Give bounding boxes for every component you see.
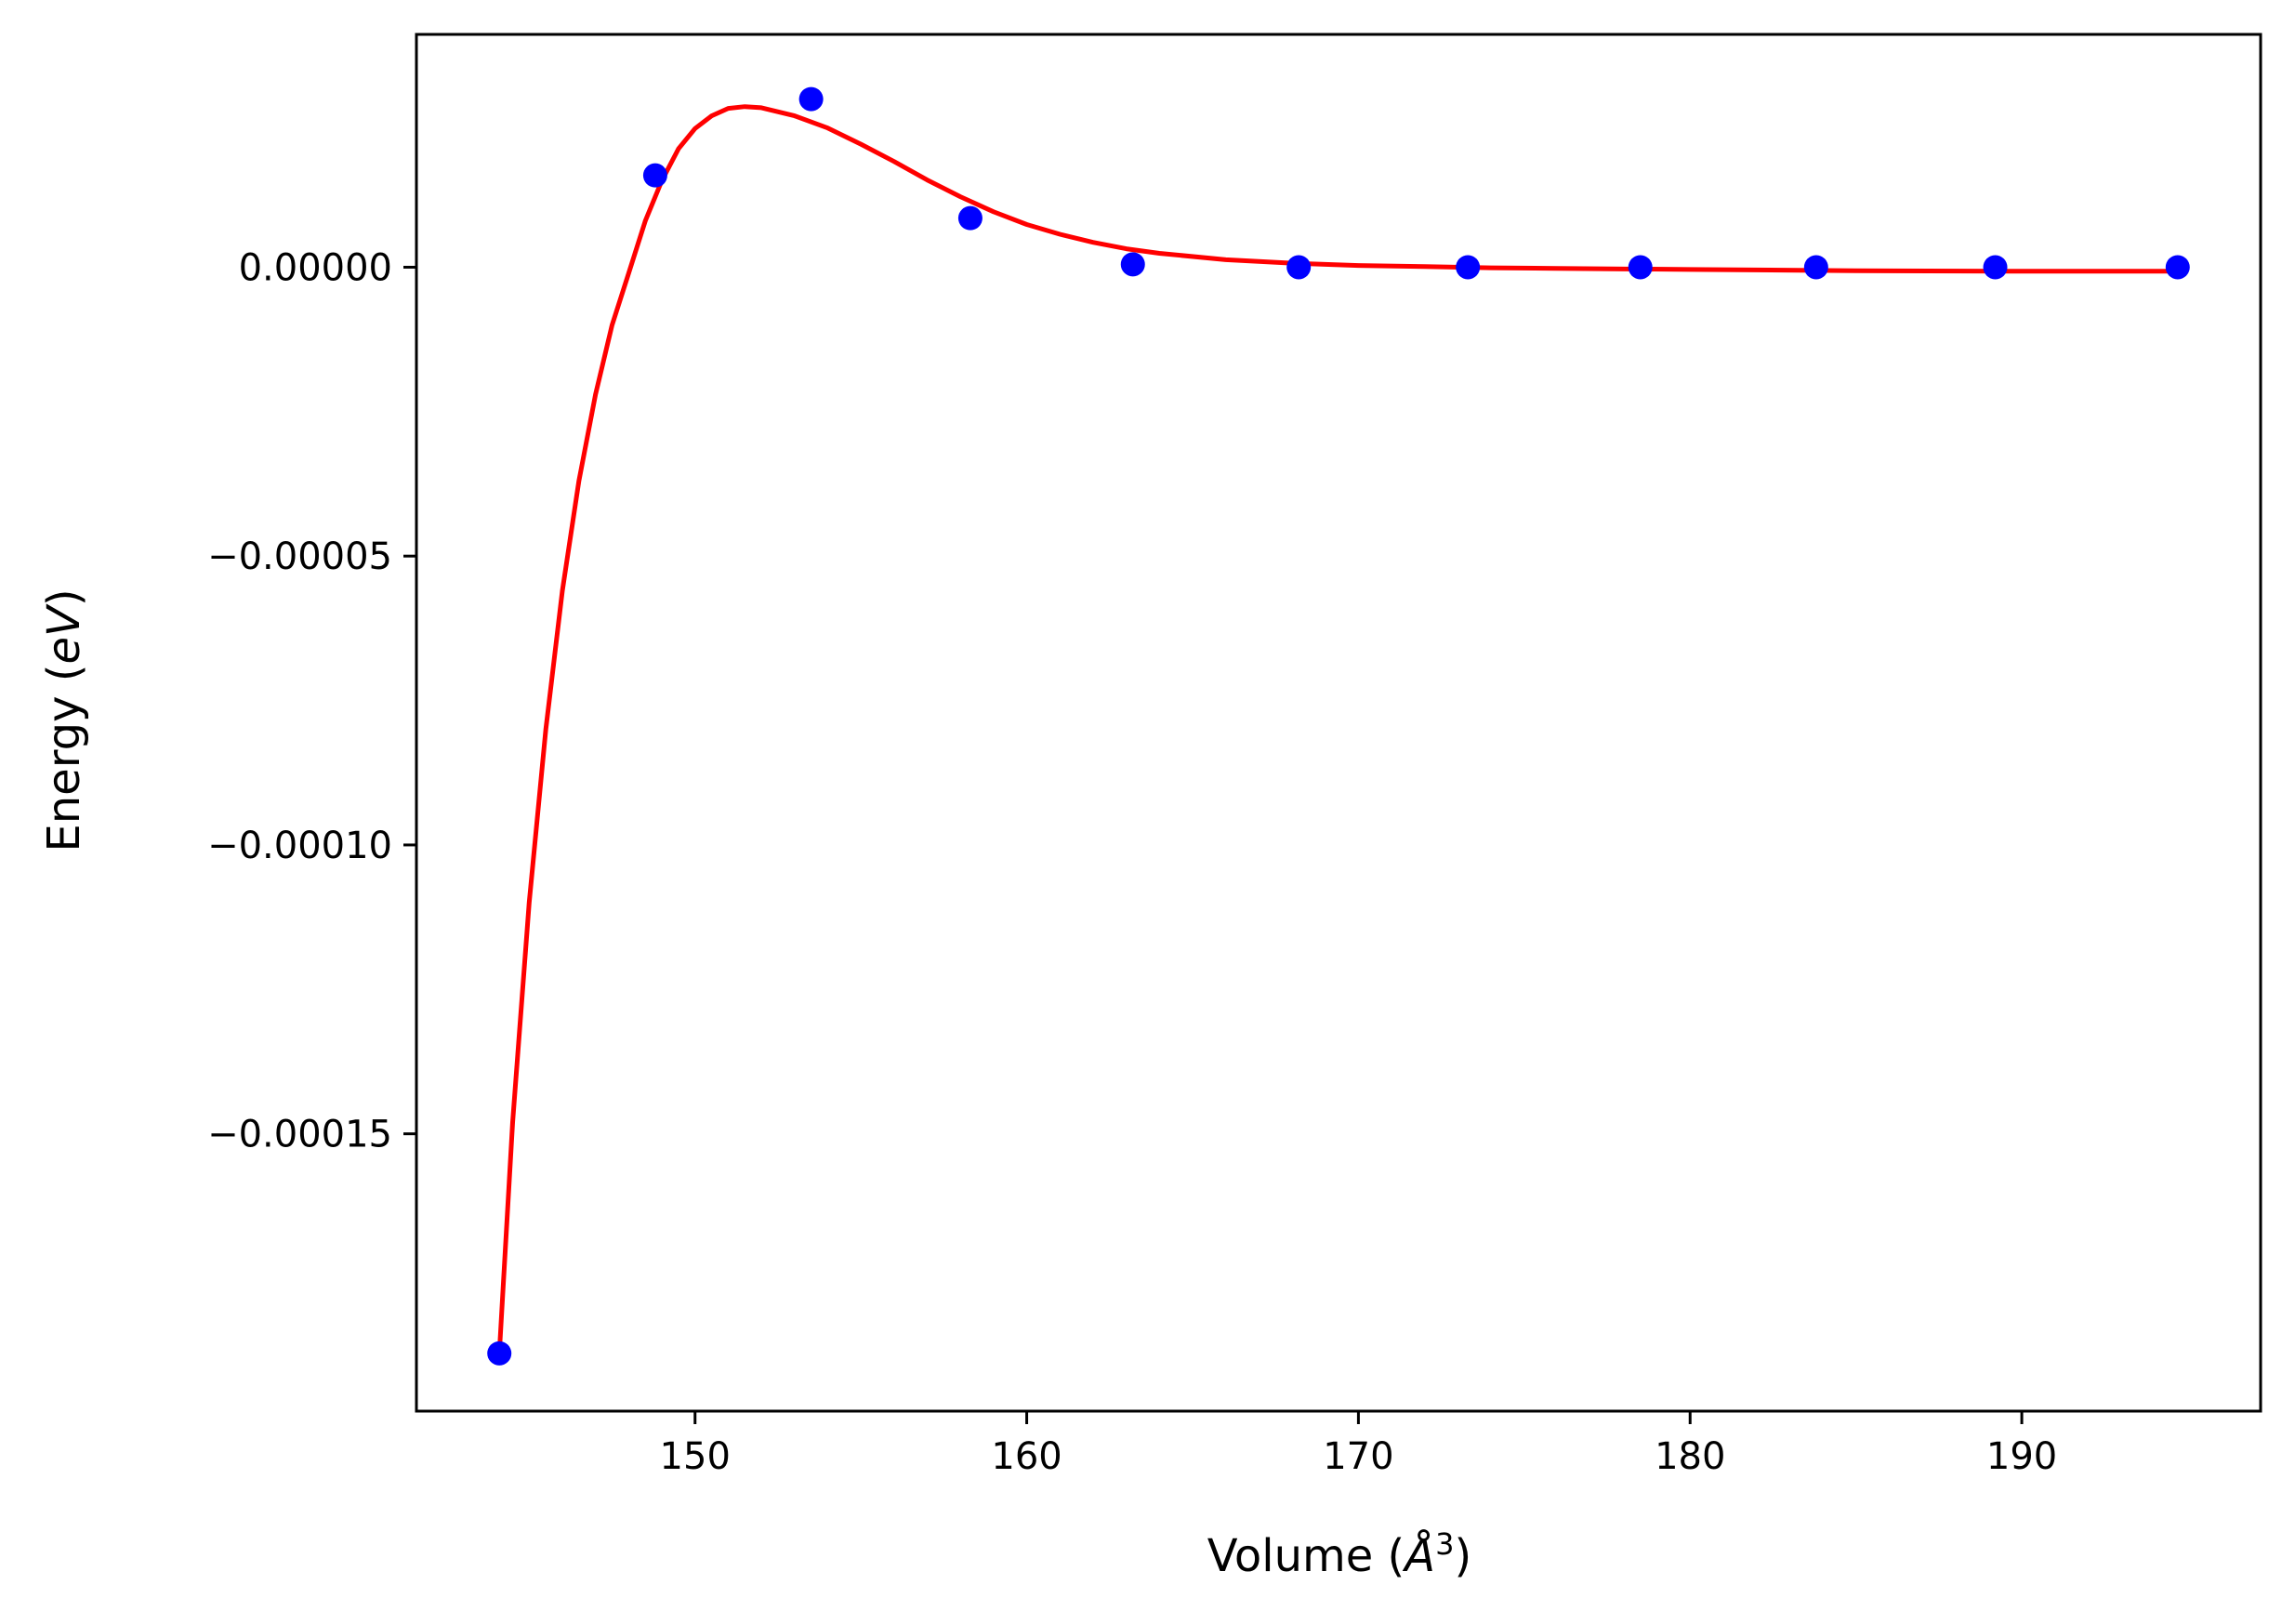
data-point [1983, 255, 2008, 280]
y-tick-label: −0.00005 [207, 535, 392, 578]
x-tick-label: 180 [1655, 1435, 1725, 1478]
y-axis-ticks: 0.00000 −0.00005 −0.00010 −0.00015 [207, 246, 416, 1156]
data-point [642, 163, 667, 188]
data-point [798, 86, 824, 112]
x-tick-label: 150 [660, 1435, 731, 1478]
y-tick-label: 0.00000 [239, 246, 392, 289]
data-point [1286, 255, 1312, 280]
y-axis-label: Energy (eV) [38, 588, 90, 852]
x-tick-label: 160 [991, 1435, 1062, 1478]
data-point [1803, 255, 1828, 280]
x-tick-label: 190 [1986, 1435, 2057, 1478]
data-point [487, 1340, 512, 1366]
data-point [957, 205, 983, 231]
x-axis-ticks: 150 160 170 180 190 [660, 1411, 2057, 1478]
data-point [1120, 252, 1145, 277]
series-layer [487, 86, 2190, 1366]
data-point [2165, 255, 2190, 280]
y-tick-label: −0.00010 [207, 825, 392, 867]
plot-frame [415, 33, 2262, 1413]
fit-curve-line [496, 104, 2178, 1354]
data-point [1456, 255, 1481, 280]
x-tick-label: 170 [1323, 1435, 1393, 1478]
data-point [1628, 255, 1653, 280]
y-tick-label: −0.00015 [207, 1114, 392, 1156]
x-axis-label: Volume (Å3) [1207, 1526, 1471, 1582]
